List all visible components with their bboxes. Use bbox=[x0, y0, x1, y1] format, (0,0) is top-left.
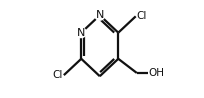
Text: N: N bbox=[77, 28, 85, 38]
Text: N: N bbox=[95, 10, 103, 20]
Text: OH: OH bbox=[148, 68, 164, 78]
Text: Cl: Cl bbox=[52, 70, 62, 80]
Circle shape bbox=[94, 10, 104, 20]
Circle shape bbox=[76, 28, 86, 38]
Text: Cl: Cl bbox=[136, 11, 146, 21]
